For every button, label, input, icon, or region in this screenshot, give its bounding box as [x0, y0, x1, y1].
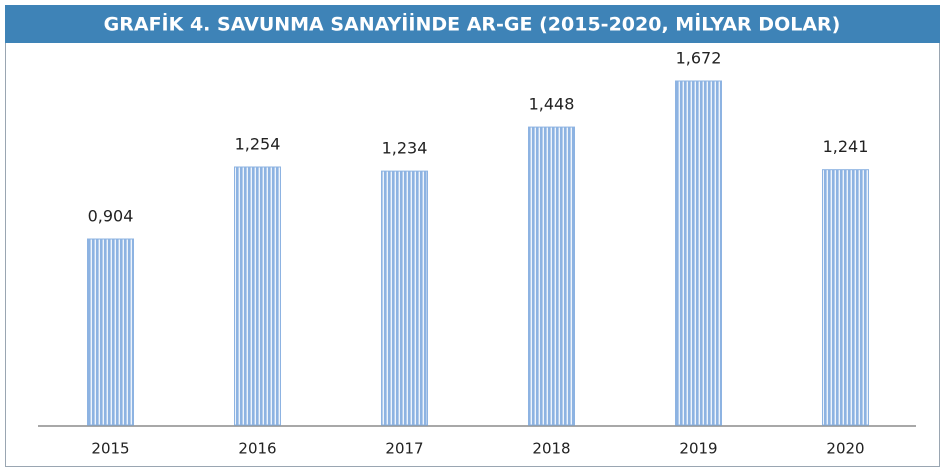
bar	[381, 170, 428, 426]
chart-frame	[5, 5, 940, 467]
bar	[675, 80, 722, 426]
x-tick-label: 2015	[91, 440, 129, 458]
chart-title: GRAFİK 4. SAVUNMA SANAYİİNDE AR-GE (2015…	[104, 12, 841, 36]
title-banner	[5, 5, 940, 43]
value-label: 1,254	[235, 135, 281, 154]
x-tick-label: 2016	[238, 440, 276, 458]
value-label: 1,448	[529, 95, 575, 114]
x-tick-label: 2018	[532, 440, 570, 458]
value-label: 1,241	[823, 137, 869, 156]
bar	[528, 126, 575, 426]
value-label: 0,904	[88, 207, 134, 226]
bar	[234, 166, 281, 426]
x-tick-label: 2017	[385, 440, 423, 458]
bar	[87, 238, 134, 426]
value-label: 1,672	[676, 49, 722, 68]
x-tick-label: 2019	[679, 440, 717, 458]
bar	[822, 169, 869, 426]
value-label: 1,234	[382, 139, 428, 158]
x-tick-label: 2020	[826, 440, 864, 458]
